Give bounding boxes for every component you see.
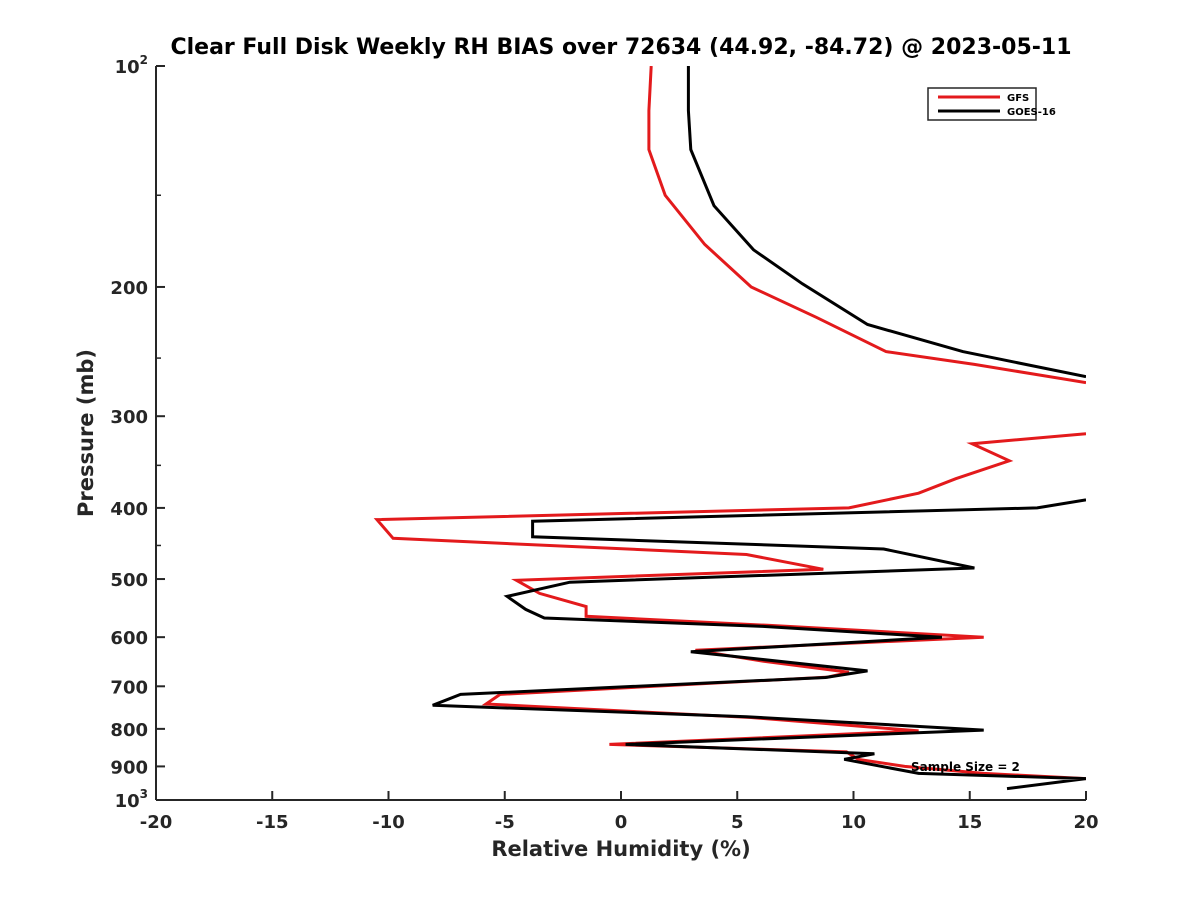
y-tick-label: 600 — [110, 628, 148, 649]
chart-title: Clear Full Disk Weekly RH BIAS over 7263… — [170, 35, 1071, 60]
y-axis-ticks: 102 200 300 400 500 600 700 800 900 103 — [110, 53, 165, 812]
y-tick-label: 900 — [110, 757, 148, 778]
legend-label: GOES-16 — [1007, 107, 1056, 118]
x-tick-label: 15 — [957, 812, 982, 833]
y-tick-label: 500 — [110, 570, 148, 591]
x-axis-ticks: -20 -15 -10 -5 0 5 10 15 20 — [140, 791, 1099, 833]
x-tick-label: 20 — [1073, 812, 1098, 833]
x-tick-label: 10 — [841, 812, 866, 833]
y-tick-label: 102 — [115, 53, 148, 78]
series-layer — [373, 66, 1086, 791]
y-tick-label: 300 — [110, 407, 148, 428]
legend: GFS GOES-16 — [927, 87, 1056, 121]
y-tick-label: 200 — [110, 278, 148, 299]
x-tick-label: -20 — [140, 812, 173, 833]
x-tick-label: 5 — [731, 812, 744, 833]
series-line-goes-16 — [432, 66, 1086, 791]
x-axis-label: Relative Humidity (%) — [491, 837, 750, 861]
legend-box — [927, 87, 1037, 121]
y-tick-label: 400 — [110, 499, 148, 520]
x-tick-label: -5 — [495, 812, 515, 833]
y-tick-label: 103 — [115, 787, 148, 812]
legend-label: GFS — [1007, 93, 1029, 104]
x-tick-label: -15 — [256, 812, 289, 833]
sample-size-annotation: Sample Size = 2 — [911, 760, 1020, 774]
x-tick-label: -10 — [372, 812, 405, 833]
legend-entries: GFS GOES-16 — [938, 93, 1056, 118]
y-axis-label: Pressure (mb) — [74, 349, 98, 517]
y-tick-label: 700 — [110, 677, 148, 698]
x-tick-label: 0 — [615, 812, 628, 833]
y-tick-label: 800 — [110, 720, 148, 741]
plot-area — [156, 66, 1086, 800]
